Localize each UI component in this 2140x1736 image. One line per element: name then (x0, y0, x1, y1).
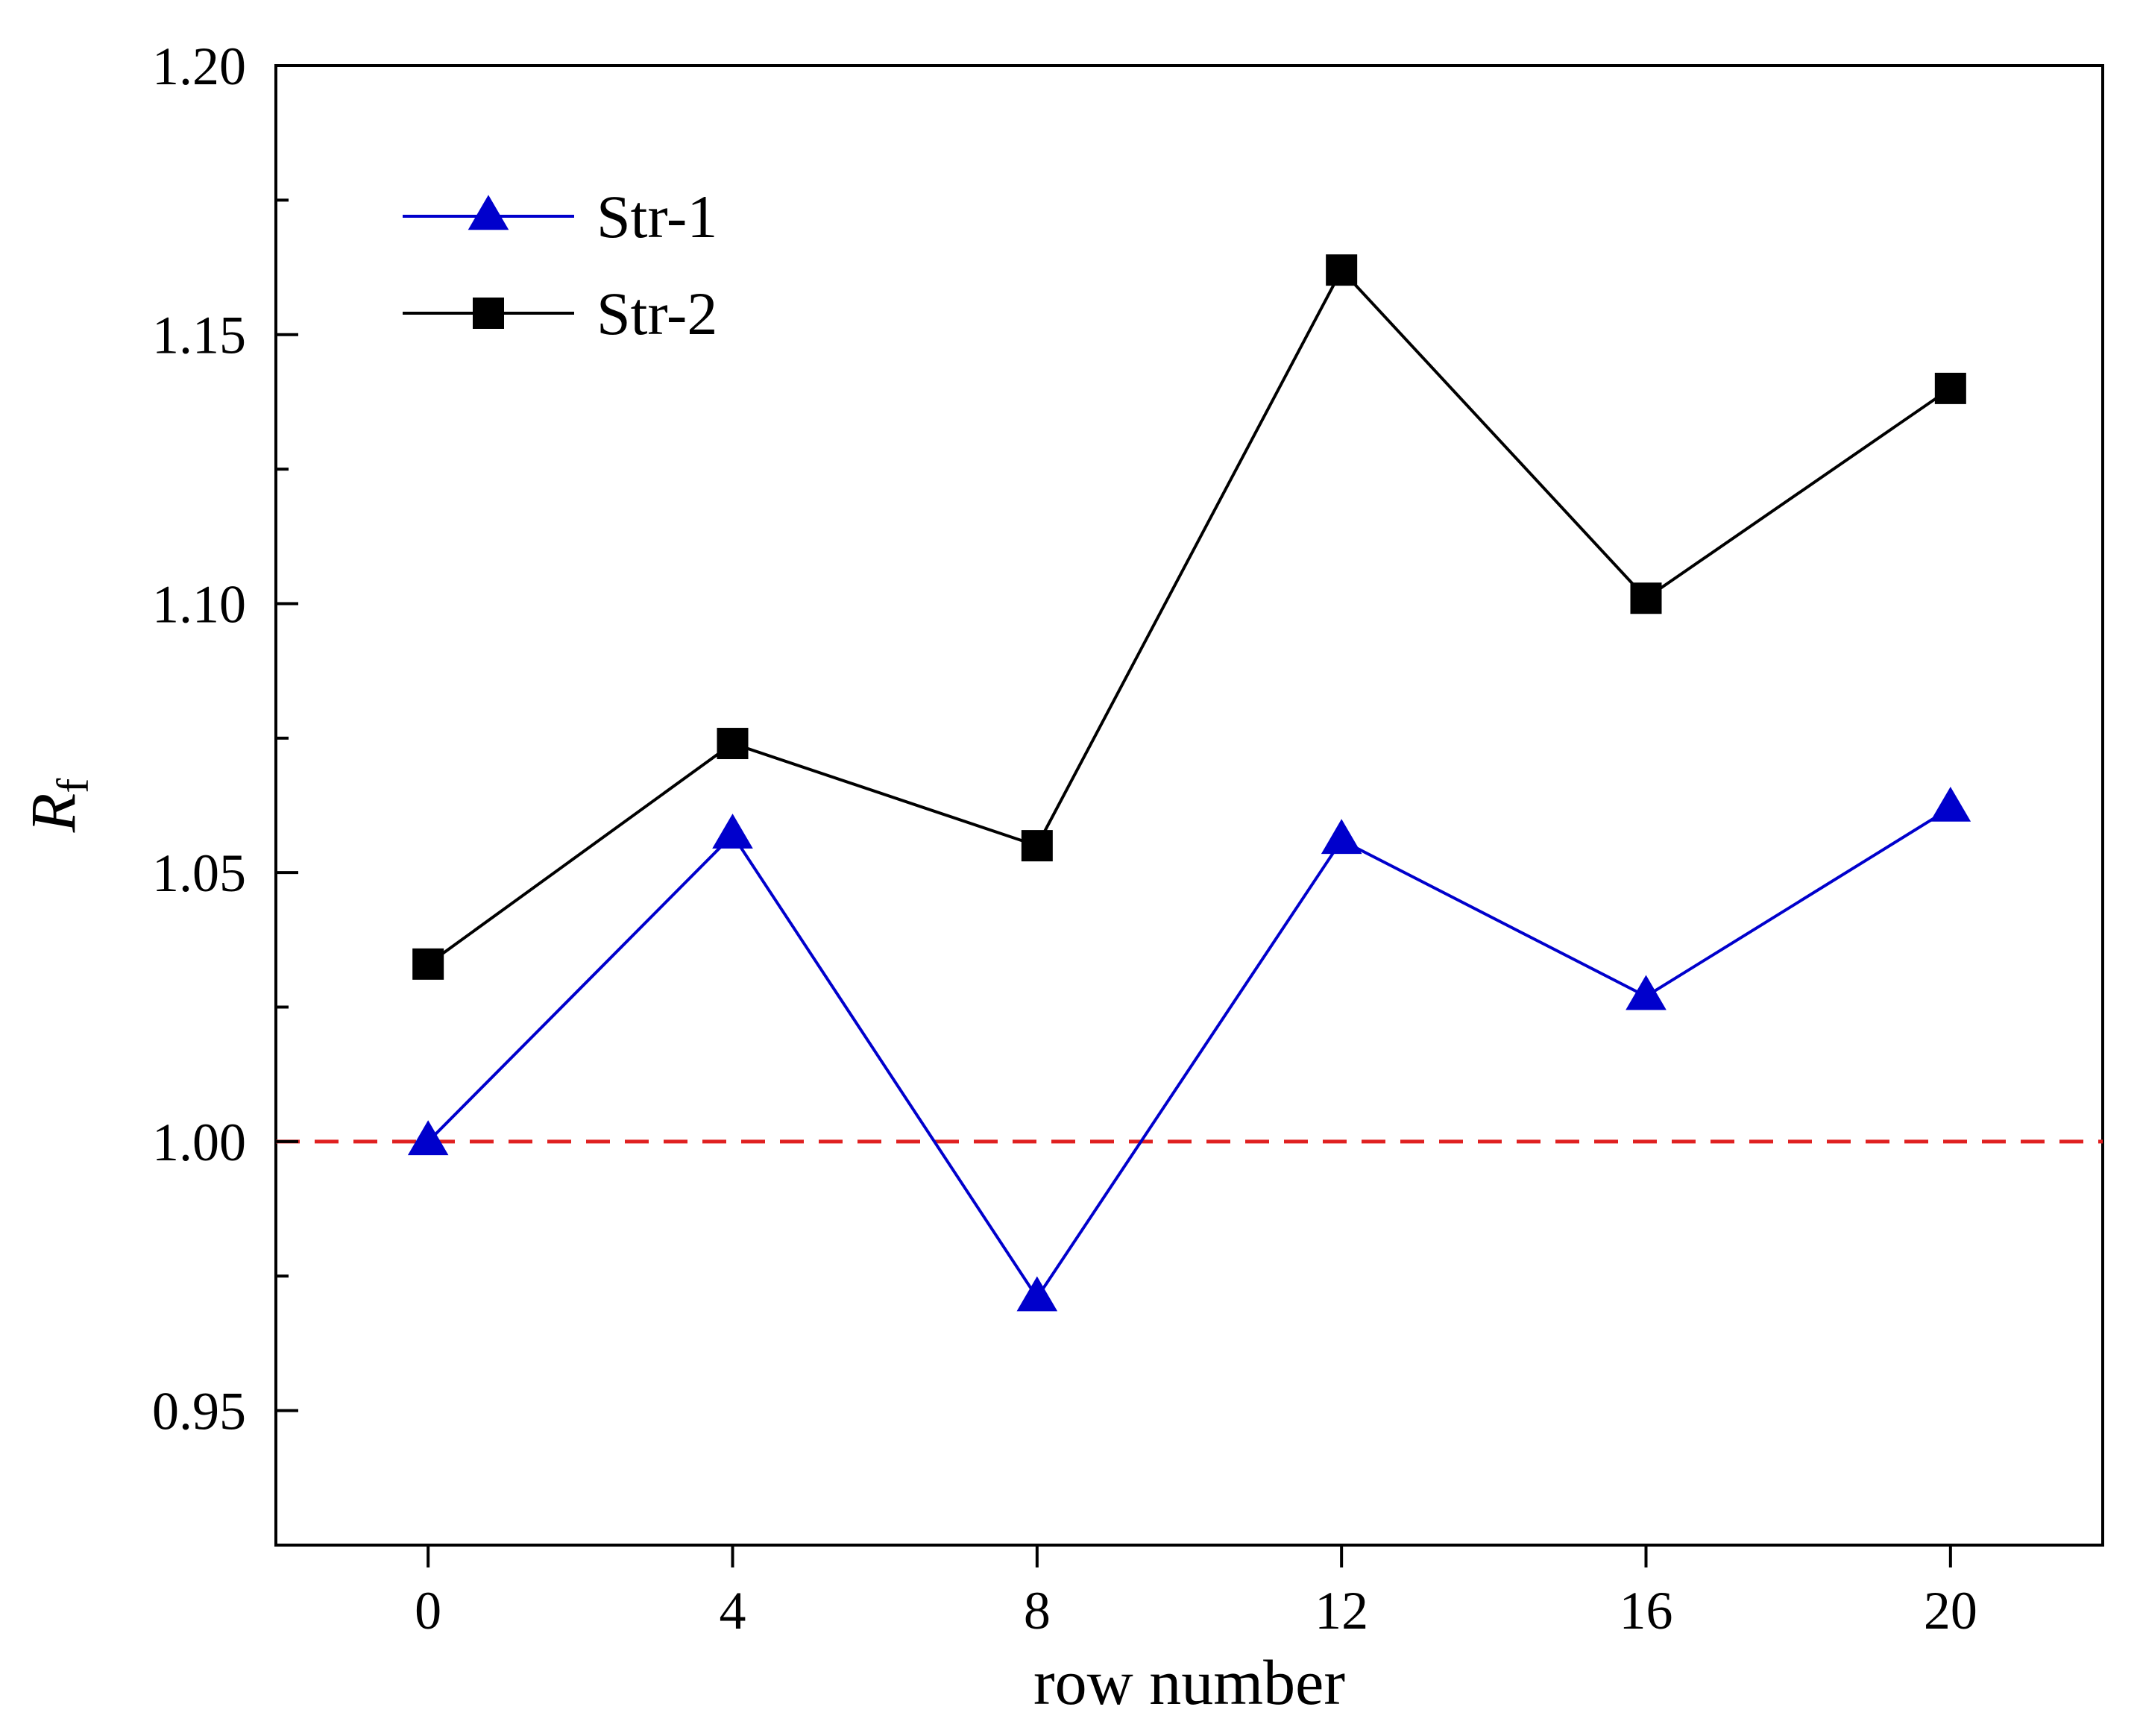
data-point-str-2 (1934, 372, 1966, 404)
data-point-str-2 (1630, 582, 1662, 614)
legend-label-str-2: Str-2 (597, 280, 717, 347)
data-point-str-2 (1326, 254, 1358, 286)
data-point-str-2 (1021, 830, 1053, 862)
legend-item-str-2: Str-2 (403, 280, 717, 347)
y-axis-title-subscript: f (48, 779, 98, 793)
legend-marker-str-1 (468, 195, 509, 230)
y-tick-label: 1.00 (152, 1113, 246, 1172)
x-tick-label: 8 (1024, 1581, 1051, 1641)
x-tick-label: 16 (1620, 1581, 1673, 1641)
x-tick-label: 0 (415, 1581, 441, 1641)
x-tick-label: 20 (1924, 1581, 1977, 1641)
legend-marker-str-2 (473, 298, 504, 329)
x-axis-title: row number (1033, 1647, 1345, 1718)
data-point-str-1 (1626, 975, 1667, 1010)
y-tick-label: 1.20 (152, 37, 246, 96)
data-point-str-1 (712, 814, 753, 849)
y-axis-title: Rf (17, 779, 98, 834)
x-tick-label: 12 (1315, 1581, 1368, 1641)
y-tick-label: 1.15 (152, 306, 246, 365)
data-point-str-1 (1321, 819, 1362, 855)
data-point-str-2 (412, 948, 444, 980)
series-line-str-1 (427, 806, 1951, 1301)
y-axis-title-main: R (17, 793, 89, 834)
axes: 0 4 8 12 16 20 0.95 1.00 1.05 1.10 1.15 1.20 (152, 37, 1977, 1641)
series-layer (407, 254, 1971, 1312)
series-str-2 (412, 254, 1966, 980)
legend-item-str-1: Str-1 (403, 183, 717, 251)
plot-frame (274, 64, 2104, 1547)
data-point-str-1 (1016, 1276, 1058, 1312)
data-point-str-2 (717, 728, 749, 760)
data-point-str-1 (1930, 787, 1971, 822)
plot-area (274, 64, 2104, 1547)
legend-label-str-1: Str-1 (597, 183, 717, 251)
y-tick-label: 0.95 (152, 1382, 246, 1441)
y-tick-label: 1.10 (152, 574, 246, 634)
x-tick-label: 4 (720, 1581, 746, 1641)
series-str-1 (407, 787, 1971, 1312)
legend: Str-1 Str-2 (403, 183, 717, 347)
y-tick-label: 1.05 (152, 843, 246, 903)
series-line-str-2 (427, 267, 1951, 966)
data-point-str-1 (407, 1120, 449, 1156)
